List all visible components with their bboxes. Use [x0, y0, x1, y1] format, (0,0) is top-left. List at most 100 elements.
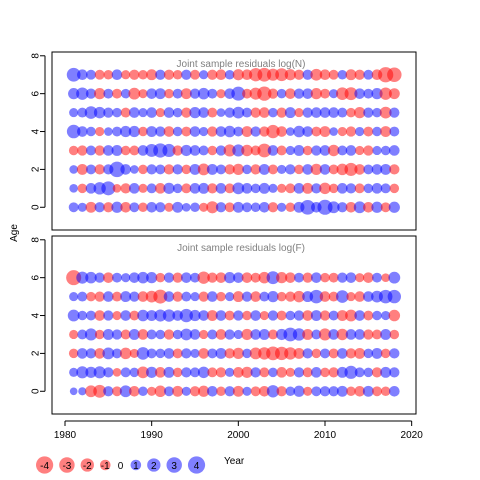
residual-bubble — [77, 69, 88, 81]
residual-bubble — [137, 271, 149, 284]
residual-bubble — [198, 291, 209, 302]
residual-bubble — [181, 348, 192, 359]
residual-bubble — [319, 164, 331, 175]
residual-bubble — [387, 289, 401, 304]
residual-bubble — [163, 107, 175, 118]
residual-bubble — [224, 272, 236, 284]
residual-bubble — [224, 202, 235, 213]
residual-bubble — [69, 367, 79, 377]
residual-bubble — [259, 291, 270, 302]
residual-bubble — [84, 106, 98, 119]
residual-bubble — [215, 69, 227, 81]
residual-bubble — [102, 347, 115, 360]
residual-bubble — [224, 183, 235, 194]
panel-title: Joint sample residuals log(F) — [177, 243, 305, 254]
residual-bubble — [197, 87, 210, 100]
residual-bubble — [146, 272, 158, 284]
legend-bubble — [166, 457, 182, 473]
residual-bubble — [242, 164, 252, 175]
residual-bubble — [329, 127, 339, 136]
residual-bubble — [154, 88, 166, 100]
residual-bubble — [138, 126, 148, 137]
residual-bubble — [223, 144, 236, 157]
residual-bubble — [172, 385, 184, 397]
residual-bubble — [346, 107, 356, 118]
residual-bubble — [138, 202, 148, 213]
residual-bubble — [199, 70, 209, 80]
residual-bubble — [146, 88, 157, 99]
residual-bubble — [276, 107, 287, 118]
residual-bubble — [207, 272, 218, 283]
residual-bubble — [172, 291, 183, 302]
residual-bubble — [172, 183, 183, 194]
residual-bubble — [241, 291, 253, 302]
residual-bubble — [153, 289, 168, 304]
residual-bubble — [94, 145, 105, 156]
residual-bubble — [242, 386, 252, 396]
residual-bubble — [354, 347, 366, 359]
residual-bubble — [120, 201, 131, 213]
residual-bubble — [232, 144, 245, 157]
residual-bubble — [303, 386, 313, 396]
residual-bubble — [103, 107, 114, 118]
residual-bubble — [294, 164, 304, 175]
residual-bubble — [172, 107, 183, 118]
residual-bubble — [172, 164, 183, 175]
residual-bubble — [277, 183, 287, 193]
residual-bubble — [112, 348, 122, 359]
residual-bubble — [380, 126, 392, 137]
residual-bubble — [198, 348, 209, 359]
residual-bubble — [320, 348, 330, 359]
residual-bubble — [320, 272, 330, 283]
residual-bubble — [283, 327, 298, 342]
residual-bubble — [257, 86, 272, 101]
residual-bubble — [120, 164, 131, 175]
residual-bubble — [189, 163, 201, 175]
residual-bubble — [302, 164, 313, 175]
residual-bubble — [354, 88, 365, 99]
residual-bubble — [250, 202, 261, 213]
residual-bubble — [302, 348, 313, 359]
residual-bubble — [86, 310, 96, 321]
residual-bubble — [182, 202, 191, 212]
residual-bubble — [164, 202, 174, 212]
size-legend: -4 -3 -2 -1 0 1 2 3 4 — [36, 456, 206, 474]
residual-bubble — [388, 201, 400, 213]
residual-bubble — [276, 386, 287, 397]
residual-bubble — [77, 291, 88, 302]
residual-bubble — [181, 367, 192, 378]
residual-bubble — [93, 366, 106, 379]
residual-bubble — [389, 329, 400, 340]
residual-bubble — [389, 348, 400, 359]
residual-bubble — [85, 366, 97, 378]
residual-bubble — [129, 291, 140, 302]
residual-bubble — [345, 348, 357, 359]
legend-bubble — [36, 456, 54, 474]
residual-bubble — [311, 329, 322, 340]
legend-label: 2 — [151, 461, 157, 472]
y-tick-label: 6 — [31, 274, 42, 280]
plot-frame — [51, 235, 417, 415]
residual-bubble — [189, 126, 201, 137]
residual-bubble — [85, 271, 97, 284]
residual-bubble — [215, 183, 227, 194]
residual-bubble — [337, 272, 348, 283]
residual-bubble — [276, 272, 288, 284]
residual-bubble — [137, 291, 149, 302]
residual-bubble — [371, 164, 383, 175]
residual-bubble — [172, 69, 183, 80]
residual-bubble — [381, 273, 391, 282]
residual-bubble — [379, 87, 392, 100]
y-tick-label: 6 — [31, 90, 42, 96]
residual-bubble — [258, 182, 270, 194]
residual-bubble — [354, 69, 365, 80]
residual-bubble — [293, 125, 305, 138]
y-tick-label: 0 — [31, 388, 42, 394]
residual-bubble — [120, 145, 131, 156]
residual-bubble — [111, 145, 123, 156]
residual-bubble — [129, 310, 140, 321]
residual-bubble — [189, 386, 201, 397]
residual-bubble — [121, 70, 131, 80]
residual-bubble — [276, 310, 287, 321]
